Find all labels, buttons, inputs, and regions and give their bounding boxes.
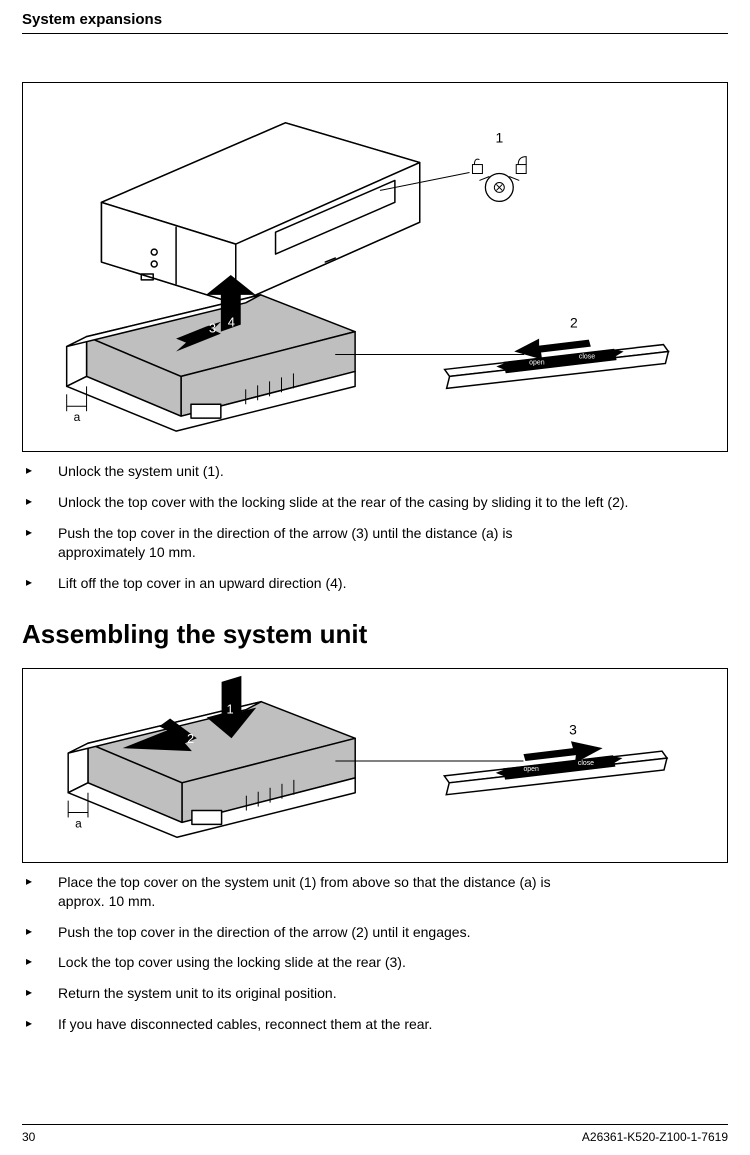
step: Unlock the top cover with the locking sl… [22,493,728,512]
label-2: 2 [187,731,194,746]
label-1: 1 [495,130,503,146]
page-footer: 30 A26361-K520-Z100-1-7619 [22,1124,728,1145]
svg-text:open: open [523,766,539,773]
page-number: 30 [22,1129,35,1145]
step: If you have disconnected cables, reconne… [22,1015,728,1034]
svg-text:close: close [578,760,594,767]
assembly-steps: Place the top cover on the system unit (… [22,873,728,1034]
step: Push the top cover in the direction of t… [22,923,728,942]
section-heading: Assembling the system unit [22,617,728,652]
label-3: 3 [569,721,577,737]
svg-text:close: close [579,354,595,361]
label-3: 3 [209,321,216,336]
step: Return the system unit to its original p… [22,984,728,1003]
label-a: a [75,816,82,830]
label-4: 4 [228,315,235,330]
label-1: 1 [227,701,234,716]
step: Push the top cover in the direction of t… [22,524,728,562]
label-a: a [74,410,81,424]
figure-disassembly: 1 [22,82,728,452]
label-2: 2 [570,315,578,331]
step: Unlock the system unit (1). [22,462,728,481]
step: Place the top cover on the system unit (… [22,873,728,911]
svg-text:open: open [529,360,545,367]
page-title: System expansions [22,10,728,34]
step: Lock the top cover using the locking sli… [22,953,728,972]
figure-assembly: 2 1 a 3 open close [22,668,728,863]
doc-id: A26361-K520-Z100-1-7619 [582,1129,728,1145]
step: Lift off the top cover in an upward dire… [22,574,728,593]
disassembly-steps: Unlock the system unit (1). Unlock the t… [22,462,728,592]
